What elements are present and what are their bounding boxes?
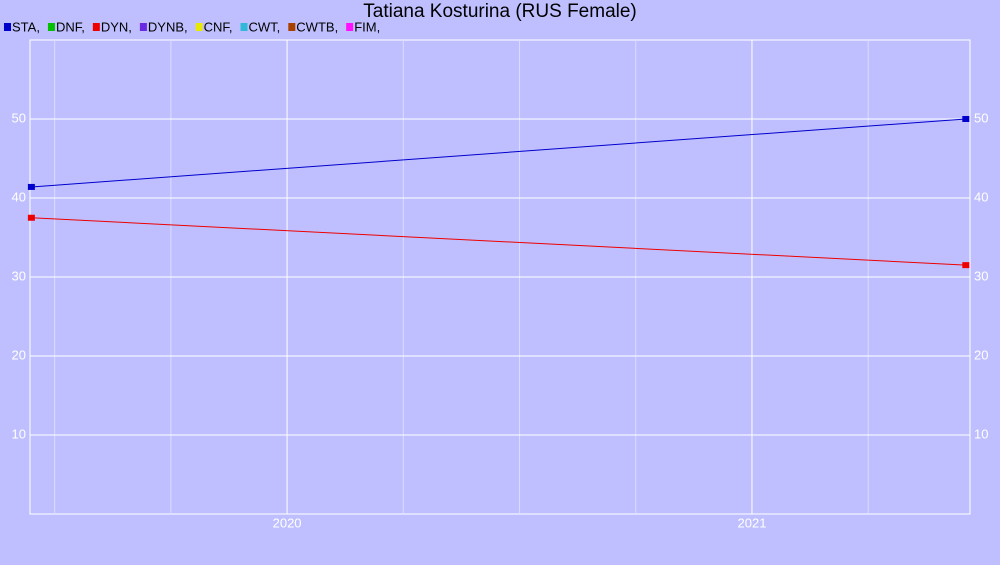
data-point [962,116,970,122]
legend-label: FIM, [354,19,380,34]
y-tick-label-right: 40 [974,189,988,204]
y-tick-label: 40 [12,189,26,204]
legend-swatch [139,23,147,31]
legend-swatch [346,23,354,31]
legend-swatch [92,23,100,31]
y-tick-label: 30 [12,268,26,283]
y-tick-label: 50 [12,110,26,125]
legend-swatch [240,23,248,31]
series-line [31,217,966,266]
chart-title: Tatiana Kosturina (RUS Female) [363,1,637,22]
y-tick-label-right: 50 [974,110,988,125]
data-point [27,183,35,190]
legend-swatch [47,23,55,31]
y-tick-label-right: 20 [974,347,988,362]
y-tick-label-right: 10 [974,426,988,441]
legend-label: CWTB, [296,19,338,34]
legend-swatch [195,23,203,31]
y-tick-label: 20 [12,347,26,362]
legend-swatch [4,23,11,31]
data-point [962,262,970,269]
legend-swatch [288,23,296,31]
legend-label: STA, [12,19,40,34]
x-tick-label: 2021 [738,515,767,530]
legend-label: CWT, [249,19,281,34]
x-tick-label: 2020 [273,515,302,530]
y-tick-label-right: 30 [974,268,988,283]
data-point [27,214,35,221]
y-tick-label: 10 [12,426,26,441]
series-line [31,118,966,188]
legend-label: DYNB, [148,19,188,34]
legend-label: DNF, [56,19,85,34]
legend-label: CNF, [204,19,233,34]
legend-label: DYN, [101,19,132,34]
